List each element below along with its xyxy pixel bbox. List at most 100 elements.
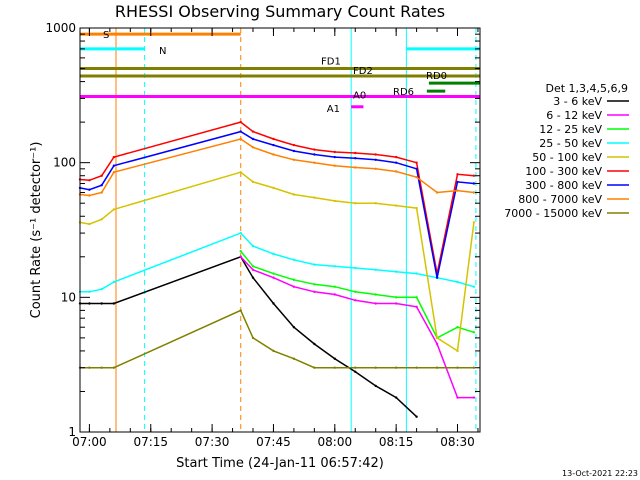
data-point (395, 396, 398, 399)
data-point (272, 252, 275, 256)
data-point (112, 366, 116, 369)
data-point (354, 151, 357, 155)
data-point (374, 153, 377, 156)
legend-label-8: 7000 - 15000 keV (504, 207, 602, 220)
data-point (272, 137, 275, 141)
data-point (313, 283, 316, 286)
data-point (395, 161, 398, 164)
data-point (100, 366, 103, 369)
data-point (313, 148, 316, 151)
data-point (251, 336, 255, 340)
legend-label-1: 6 - 12 keV (546, 109, 602, 122)
data-point (415, 415, 418, 418)
axes: 07:00 07:15 07:30 07:45 08:00 08:15 08:30 1 10 10… (45, 21, 480, 449)
data-point (100, 218, 103, 221)
data-point (239, 130, 242, 133)
data-point (292, 278, 296, 281)
series-line-0 (80, 255, 418, 418)
x-tick-label-0: 07:00 (72, 435, 107, 449)
data-point (100, 302, 103, 305)
data-point (112, 302, 116, 305)
data-point (292, 357, 296, 360)
data-point (112, 280, 116, 284)
data-point (112, 164, 116, 167)
data-point (415, 366, 418, 369)
data-point (435, 342, 439, 346)
data-point (472, 331, 476, 334)
timestamp: 13-Oct-2021 22:23 (562, 469, 638, 478)
data-point (354, 157, 357, 160)
data-point (395, 302, 398, 305)
data-point (292, 326, 296, 329)
data-point (435, 366, 439, 369)
data-point (415, 167, 418, 170)
data-point (333, 293, 336, 296)
data-point (272, 143, 275, 147)
data-point (272, 272, 275, 275)
data-point (292, 285, 296, 288)
data-point (395, 366, 398, 369)
data-point (333, 155, 336, 159)
data-point (333, 265, 336, 268)
series-line-7 (79, 138, 474, 197)
data-point (239, 137, 242, 141)
data-point (374, 384, 377, 388)
data-point (112, 208, 116, 211)
data-point (292, 149, 296, 153)
flag-label-rd0: RD0 (426, 71, 447, 82)
y-tick-label-3: 1000 (45, 21, 76, 35)
data-point (374, 202, 377, 205)
data-point (333, 285, 336, 288)
flag-label-a1: A1 (327, 104, 340, 115)
x-tick-label-4: 08:00 (318, 435, 353, 449)
flag-label-fd2: FD2 (353, 66, 373, 77)
data-point (333, 164, 336, 167)
legend-header: Det 1,3,4,5,6,9 (545, 82, 628, 95)
data-point (354, 299, 357, 302)
data-point (88, 179, 91, 182)
data-point (456, 180, 459, 184)
data-point (415, 176, 418, 179)
data-point (472, 366, 476, 369)
data-point (239, 120, 242, 124)
data-point (88, 188, 91, 191)
y-tick-label-1: 10 (61, 290, 76, 304)
data-point (239, 231, 242, 235)
data-point (374, 167, 377, 170)
series-line-3 (80, 232, 475, 293)
series-line-5 (79, 121, 474, 274)
x-axis-label: Start Time (24-Jan-11 06:57:42) (176, 456, 384, 471)
data-point (251, 130, 255, 133)
data-point (88, 302, 91, 305)
data-point (292, 258, 296, 261)
data-point (333, 199, 336, 203)
data-point (272, 186, 275, 190)
legend-label-5: 100 - 300 keV (525, 165, 602, 178)
data-point (435, 336, 439, 340)
flag-label-n: N (159, 46, 166, 57)
data-point (251, 276, 255, 279)
plot-frame (79, 27, 481, 433)
data-point (292, 193, 296, 196)
data-point (415, 161, 418, 164)
data-point (88, 366, 91, 369)
plot-area: S N FD1 FD2 RD0 RD6 A0 A1 (78, 28, 480, 432)
data-point (374, 302, 377, 305)
data-point (251, 268, 255, 271)
data-point (251, 265, 255, 268)
data-point (395, 296, 398, 299)
data-point (415, 305, 418, 308)
series-line-8 (80, 309, 474, 369)
data-point (313, 342, 316, 346)
x-tick-label-1: 07:15 (133, 435, 168, 449)
data-point (354, 266, 357, 270)
data-point (333, 366, 336, 369)
x-tick-label-5: 08:15 (379, 435, 414, 449)
y-tick-label-0: 1 (68, 425, 76, 439)
data-point (354, 202, 357, 205)
data-point (435, 276, 439, 279)
data-point (272, 276, 275, 279)
data-point (313, 290, 316, 293)
